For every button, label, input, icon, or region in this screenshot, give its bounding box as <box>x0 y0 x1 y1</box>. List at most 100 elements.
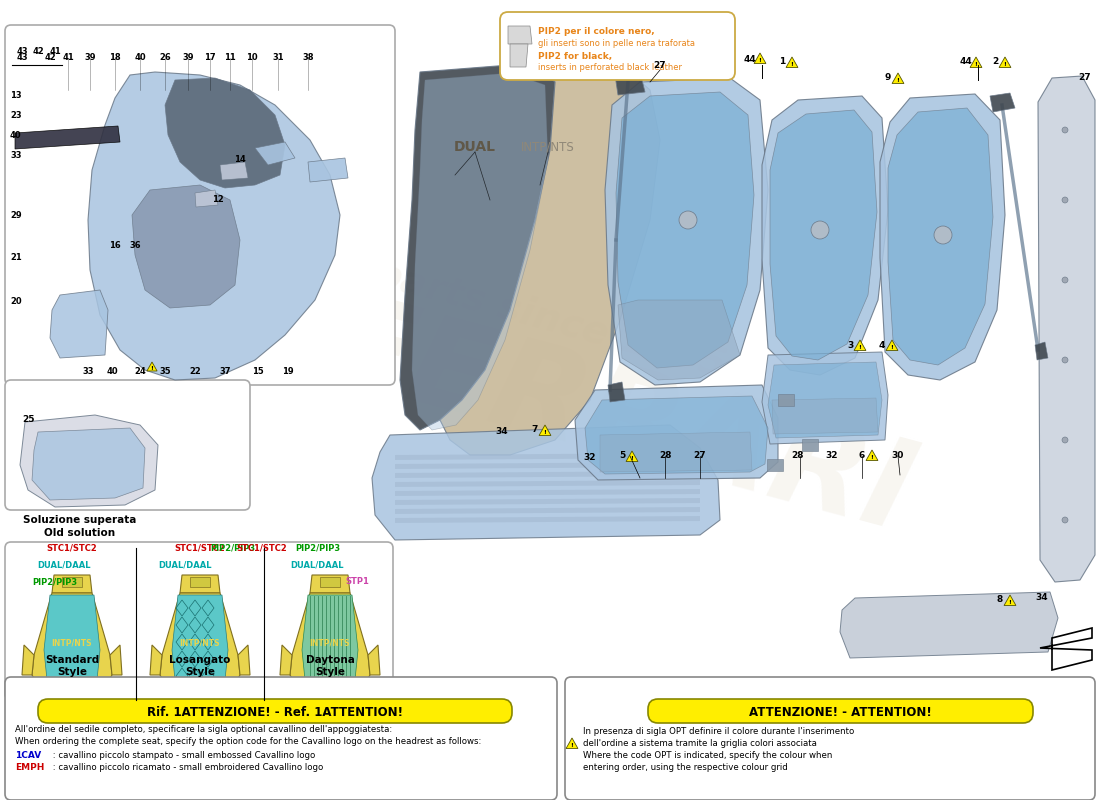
Text: Where the code OPT is indicated, specify the colour when: Where the code OPT is indicated, specify… <box>583 751 833 761</box>
Polygon shape <box>990 93 1015 112</box>
Text: 10: 10 <box>246 54 257 62</box>
Polygon shape <box>888 108 993 365</box>
Text: !: ! <box>896 78 900 83</box>
Polygon shape <box>310 575 350 593</box>
Polygon shape <box>32 593 112 683</box>
Polygon shape <box>1004 595 1016 606</box>
Text: 33: 33 <box>10 150 22 159</box>
Text: Old solution: Old solution <box>44 528 116 538</box>
Text: INTP/NTS: INTP/NTS <box>521 141 575 154</box>
Text: Style: Style <box>185 667 214 677</box>
Text: FERRARI: FERRARI <box>314 283 927 557</box>
Polygon shape <box>278 683 288 700</box>
Text: 41: 41 <box>62 54 74 62</box>
Polygon shape <box>88 72 340 380</box>
Text: Losangato: Losangato <box>169 655 231 665</box>
Polygon shape <box>880 94 1005 380</box>
Text: 13: 13 <box>10 90 22 99</box>
Text: 44: 44 <box>744 55 757 65</box>
Text: !: ! <box>891 346 893 350</box>
Text: 15: 15 <box>252 367 264 377</box>
Text: : cavallino piccolo ricamato - small embroidered Cavallino logo: : cavallino piccolo ricamato - small emb… <box>50 763 323 773</box>
FancyBboxPatch shape <box>6 380 250 510</box>
Polygon shape <box>585 396 768 474</box>
Polygon shape <box>300 685 360 701</box>
Text: 38: 38 <box>302 54 313 62</box>
Circle shape <box>1062 437 1068 443</box>
Text: 19: 19 <box>283 367 294 377</box>
Text: 42: 42 <box>44 54 56 62</box>
Polygon shape <box>148 683 158 700</box>
Text: !: ! <box>759 58 761 63</box>
Text: 27: 27 <box>653 61 667 70</box>
Polygon shape <box>539 425 551 435</box>
Circle shape <box>679 211 697 229</box>
Circle shape <box>1062 357 1068 363</box>
Text: 28: 28 <box>792 450 804 459</box>
Polygon shape <box>395 480 700 487</box>
Text: 5: 5 <box>619 451 625 461</box>
Polygon shape <box>308 158 348 182</box>
Polygon shape <box>195 190 218 207</box>
Text: 34: 34 <box>1036 594 1048 602</box>
Text: Style: Style <box>315 667 345 677</box>
Polygon shape <box>62 577 82 587</box>
Text: 18: 18 <box>109 54 121 62</box>
Text: PIP2/PIP3: PIP2/PIP3 <box>32 578 77 586</box>
Polygon shape <box>892 73 904 83</box>
Polygon shape <box>150 645 162 675</box>
Text: PIP2 for black,: PIP2 for black, <box>538 51 612 61</box>
Polygon shape <box>999 57 1011 67</box>
Polygon shape <box>28 683 117 703</box>
Polygon shape <box>368 645 379 675</box>
Polygon shape <box>44 595 100 680</box>
Polygon shape <box>395 507 700 514</box>
Polygon shape <box>242 683 252 700</box>
Text: STC1/STC2: STC1/STC2 <box>236 543 287 553</box>
Text: STP1: STP1 <box>345 578 368 586</box>
Text: !: ! <box>630 456 634 461</box>
Circle shape <box>1062 127 1068 133</box>
Polygon shape <box>20 683 30 700</box>
Text: 14: 14 <box>234 155 246 165</box>
Text: Style: Style <box>57 667 87 677</box>
Text: Daytona: Daytona <box>306 655 354 665</box>
Text: entering order, using the respective colour grid: entering order, using the respective col… <box>583 763 788 773</box>
Circle shape <box>811 221 829 239</box>
Polygon shape <box>114 683 124 700</box>
Polygon shape <box>220 162 248 180</box>
Polygon shape <box>190 577 210 587</box>
Polygon shape <box>165 78 285 188</box>
Text: inserts in perforated black leather: inserts in perforated black leather <box>538 63 682 73</box>
Text: 12: 12 <box>212 195 224 205</box>
Polygon shape <box>42 685 102 701</box>
Text: 9: 9 <box>884 74 891 82</box>
Text: 37: 37 <box>219 367 231 377</box>
Text: 40: 40 <box>107 367 118 377</box>
Polygon shape <box>32 428 145 500</box>
Text: !: ! <box>151 366 153 371</box>
Text: 4: 4 <box>879 341 886 350</box>
Polygon shape <box>172 595 228 680</box>
Polygon shape <box>608 382 625 402</box>
Text: !: ! <box>571 743 573 748</box>
Polygon shape <box>395 516 700 523</box>
Text: 24: 24 <box>134 367 146 377</box>
Polygon shape <box>285 683 375 703</box>
Text: 16: 16 <box>109 241 121 250</box>
Polygon shape <box>15 126 120 149</box>
Polygon shape <box>854 340 866 350</box>
Text: 43: 43 <box>16 47 28 57</box>
Text: 26: 26 <box>160 54 170 62</box>
Polygon shape <box>147 362 157 371</box>
Polygon shape <box>887 340 898 350</box>
Text: 3: 3 <box>847 341 854 350</box>
Polygon shape <box>50 290 108 358</box>
Text: PIP2/PIP3: PIP2/PIP3 <box>296 543 341 553</box>
Text: 28: 28 <box>659 450 671 459</box>
Polygon shape <box>970 57 982 67</box>
Text: !: ! <box>543 430 547 435</box>
Polygon shape <box>575 385 778 480</box>
Polygon shape <box>770 110 877 360</box>
FancyBboxPatch shape <box>6 542 393 700</box>
